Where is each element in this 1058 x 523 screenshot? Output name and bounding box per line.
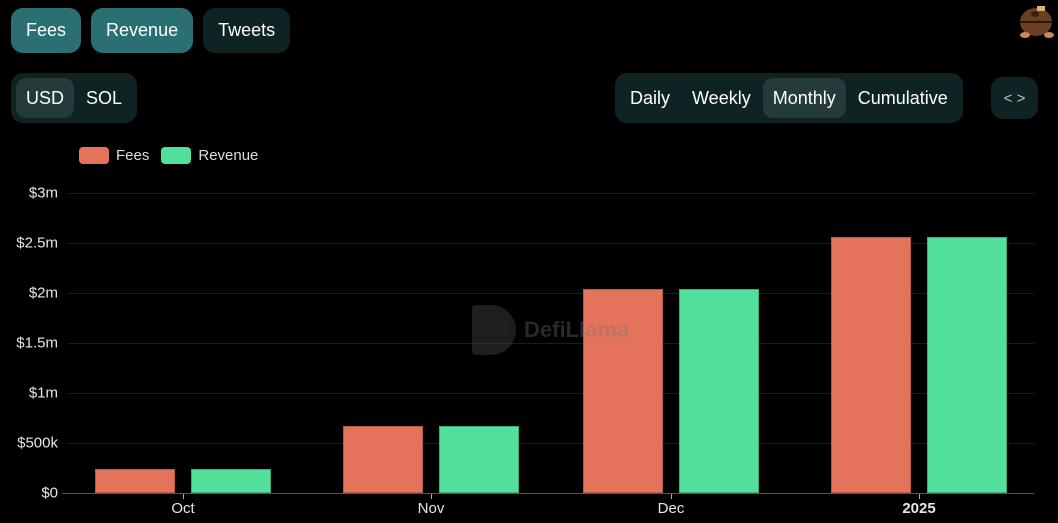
period-cumulative[interactable]: Cumulative (857, 87, 948, 108)
y-axis-label: $1.5m (16, 334, 58, 352)
legend-label-fees: Fees (116, 147, 150, 164)
y-axis-label: $3m (28, 184, 58, 202)
y-axis-label: $1m (28, 384, 58, 402)
period-monthly[interactable]: Monthly (762, 78, 846, 118)
embed-button[interactable]: < > (991, 77, 1038, 119)
period-daily[interactable]: Daily (630, 87, 671, 108)
period-toggle: Daily Weekly Monthly Cumulative (615, 73, 963, 123)
x-tick (671, 494, 672, 499)
watermark-text: DefiLlama (524, 317, 630, 342)
x-axis-label: Dec (657, 500, 685, 517)
code-icon: < > (1003, 89, 1026, 107)
x-axis-label: Oct (171, 500, 195, 517)
legend-item-revenue[interactable]: Revenue (161, 147, 258, 164)
y-axis-label: $500k (17, 434, 58, 452)
currency-toggle: USD SOL (11, 73, 138, 123)
x-tick (183, 494, 184, 499)
currency-sol[interactable]: SOL (86, 87, 123, 108)
period-weekly[interactable]: Weekly (692, 87, 751, 108)
legend-label-revenue: Revenue (198, 147, 259, 164)
currency-usd[interactable]: USD (16, 78, 75, 118)
legend-item-fees[interactable]: Fees (79, 147, 149, 164)
x-axis-label: 2025 (902, 500, 936, 517)
defillama-logo-icon (472, 305, 516, 355)
x-tick (919, 494, 920, 499)
legend-swatch-fees (79, 147, 109, 164)
x-tick (431, 494, 432, 499)
tab-fees[interactable]: Fees (11, 8, 82, 53)
tab-tweets[interactable]: Tweets (203, 8, 291, 53)
llama-mascot-icon (1020, 6, 1054, 38)
bar-revenue-2025[interactable] (927, 237, 1007, 493)
metric-tabs: Fees Revenue Tweets (11, 8, 291, 53)
bar-fees-nov[interactable] (343, 426, 423, 493)
bar-fees-dec[interactable] (583, 289, 663, 493)
bar-revenue-oct[interactable] (191, 469, 271, 493)
legend-swatch-revenue (161, 147, 192, 164)
chart-legend: Fees Revenue (79, 147, 264, 164)
y-axis-label: $2m (28, 284, 58, 302)
gridline (68, 193, 1034, 194)
bar-revenue-nov[interactable] (439, 426, 519, 493)
defillama-watermark: DefiLlama (472, 305, 629, 355)
tab-revenue[interactable]: Revenue (91, 8, 194, 53)
bar-fees-2025[interactable] (831, 237, 911, 493)
bar-revenue-dec[interactable] (679, 289, 759, 493)
y-axis-label: $2.5m (16, 234, 58, 252)
y-axis-label: $0 (41, 484, 58, 502)
x-axis (62, 493, 1034, 494)
x-axis-label: Nov (417, 500, 445, 517)
bar-fees-oct[interactable] (95, 469, 175, 493)
